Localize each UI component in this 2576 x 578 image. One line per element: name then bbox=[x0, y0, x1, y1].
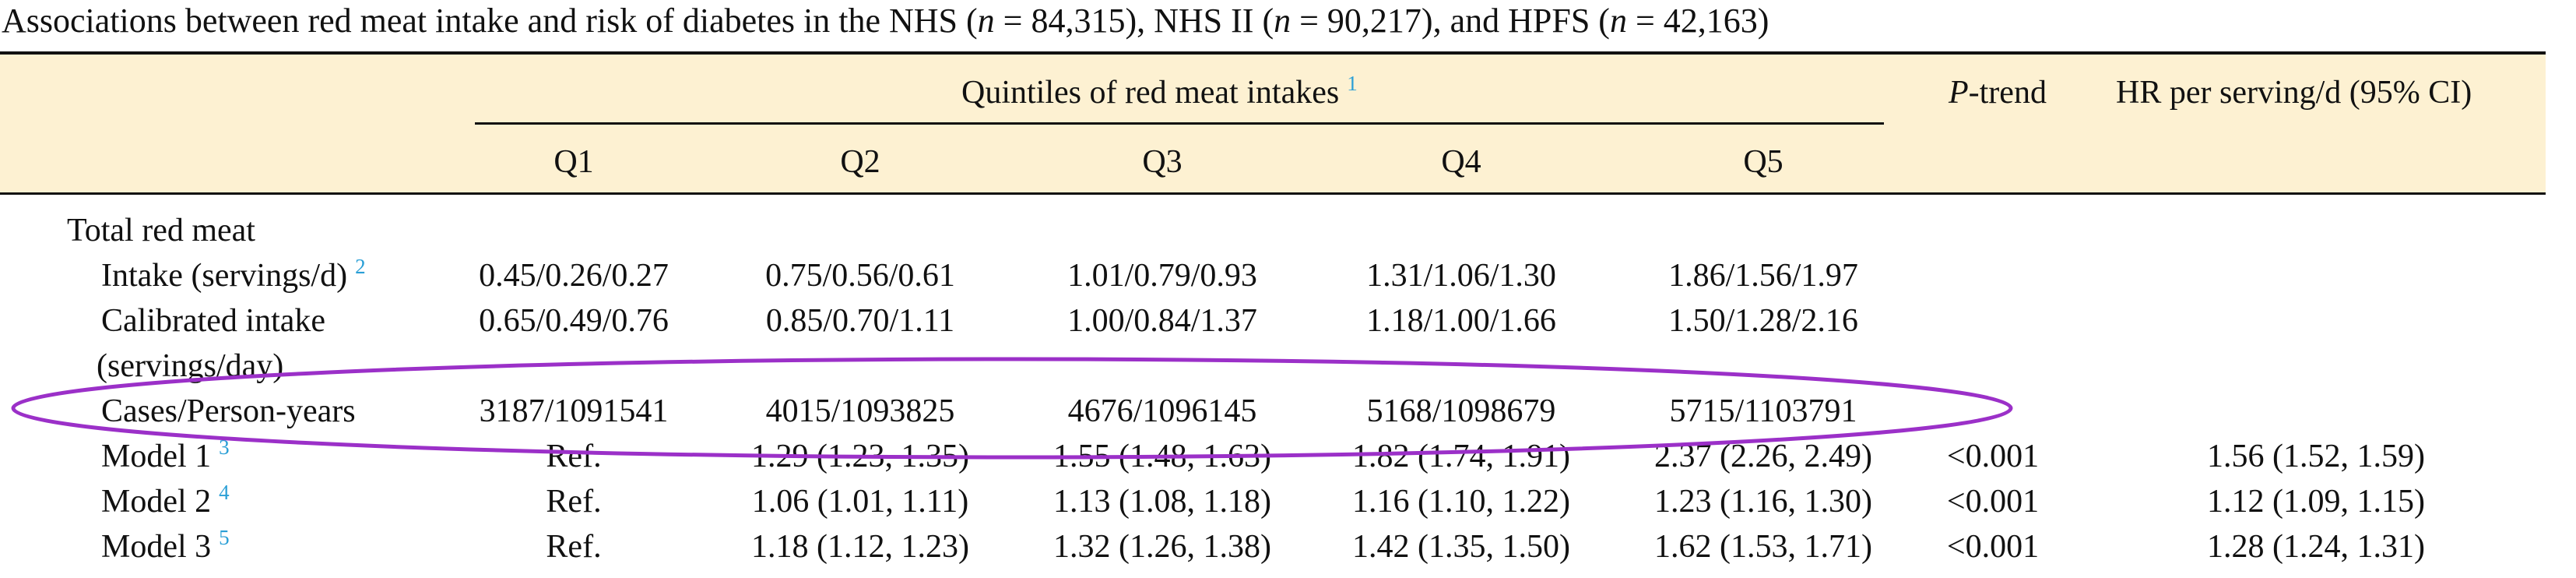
table-cell: 4015/1093825 bbox=[765, 393, 955, 429]
top-rule bbox=[0, 51, 2546, 55]
caption-n: n bbox=[1609, 2, 1627, 40]
quintile-header: Q3 bbox=[1142, 144, 1183, 180]
footnote-link[interactable]: 1 bbox=[1347, 72, 1358, 95]
table-cell: 1.16 (1.10, 1.22) bbox=[1352, 484, 1570, 520]
row-label-text: Model 2 bbox=[101, 484, 212, 520]
quintile-header: Q1 bbox=[554, 144, 594, 180]
table-cell: 0.45/0.26/0.27 bbox=[479, 258, 669, 294]
quintiles-group-header: Quintiles of red meat intakes 1 bbox=[961, 72, 1358, 115]
table-cell: 0.75/0.56/0.61 bbox=[765, 258, 955, 294]
ptrend-p: P bbox=[1949, 75, 1969, 111]
caption-n: n bbox=[1274, 2, 1292, 40]
table-cell: 1.18 (1.12, 1.23) bbox=[751, 529, 969, 565]
table-cell: 1.82 (1.74, 1.91) bbox=[1352, 439, 1570, 474]
table-cell: 1.01/0.79/0.93 bbox=[1067, 258, 1257, 294]
table-cell: 0.85/0.70/1.11 bbox=[765, 303, 955, 339]
group-header-label: Quintiles of red meat intakes bbox=[961, 75, 1340, 111]
table-cell: Ref. bbox=[546, 484, 602, 520]
footnote-link[interactable]: 3 bbox=[219, 435, 230, 459]
row-label: Model 2 4 bbox=[101, 481, 230, 525]
row-label: Cases/Person-years bbox=[101, 393, 356, 429]
table-caption: Associations between red meat intake and… bbox=[2, 0, 1769, 42]
caption-n: n bbox=[977, 2, 995, 40]
table-cell: 1.32 (1.26, 1.38) bbox=[1053, 529, 1271, 565]
table-cell: 3187/1091541 bbox=[479, 393, 669, 429]
footnote-link[interactable]: 5 bbox=[219, 526, 230, 549]
hr-cell: 1.12 (1.09, 1.15) bbox=[2207, 484, 2425, 520]
table-cell: 0.65/0.49/0.76 bbox=[479, 303, 669, 339]
row-label-text: Model 3 bbox=[101, 529, 212, 565]
row-label: Calibrated intake bbox=[101, 303, 326, 339]
ptrend-cell: <0.001 bbox=[1946, 439, 2040, 474]
section-label: Total red meat bbox=[67, 213, 255, 248]
ptrend-cell: <0.001 bbox=[1946, 484, 2040, 520]
table-cell: 1.13 (1.08, 1.18) bbox=[1053, 484, 1271, 520]
table-cell: 1.31/1.06/1.30 bbox=[1366, 258, 1556, 294]
caption-text: = 42,163) bbox=[1626, 2, 1769, 40]
footnote-link[interactable]: 2 bbox=[355, 255, 366, 278]
table-cell: Ref. bbox=[546, 439, 602, 474]
row-label: Model 3 5 bbox=[101, 526, 230, 570]
table-cell: 1.00/0.84/1.37 bbox=[1067, 303, 1257, 339]
table-cell: Ref. bbox=[546, 529, 602, 565]
row-label-text: Intake (servings/d) bbox=[101, 258, 348, 294]
quintile-header: Q4 bbox=[1441, 144, 1481, 180]
highlight-ellipse bbox=[11, 357, 2013, 460]
hr-cell: 1.56 (1.52, 1.59) bbox=[2207, 439, 2425, 474]
table-cell: 1.50/1.28/2.16 bbox=[1668, 303, 1858, 339]
quintile-header: Q5 bbox=[1743, 144, 1784, 180]
header-bottom-rule bbox=[0, 192, 2546, 195]
table-cell: 1.42 (1.35, 1.50) bbox=[1352, 529, 1570, 565]
table-cell: 1.62 (1.53, 1.71) bbox=[1654, 529, 1872, 565]
caption-text: Associations between red meat intake and… bbox=[2, 2, 978, 40]
table-cell: 5715/1103791 bbox=[1669, 393, 1857, 429]
quintile-header: Q2 bbox=[840, 144, 880, 180]
ptrend-rest: -trend bbox=[1968, 75, 2047, 111]
hr-header: HR per serving/d (95% CI) bbox=[2116, 75, 2472, 111]
caption-text: = 84,315), NHS II ( bbox=[994, 2, 1274, 40]
table-cell: 1.06 (1.01, 1.11) bbox=[751, 484, 969, 520]
table-cell: 1.86/1.56/1.97 bbox=[1668, 258, 1858, 294]
ptrend-cell: <0.001 bbox=[1946, 529, 2040, 565]
caption-text: = 90,217), and HPFS ( bbox=[1291, 2, 1610, 40]
table-cell: 1.18/1.00/1.66 bbox=[1366, 303, 1556, 339]
footnote-link[interactable]: 4 bbox=[219, 481, 230, 504]
ptrend-header: P-trend bbox=[1949, 73, 2047, 112]
group-underline bbox=[475, 122, 1884, 125]
table-cell: 5168/1098679 bbox=[1366, 393, 1556, 429]
table-cell: 1.23 (1.16, 1.30) bbox=[1654, 484, 1872, 520]
table-cell: 4676/1096145 bbox=[1067, 393, 1257, 429]
row-label-text: Model 1 bbox=[101, 439, 212, 474]
row-label: Model 1 3 bbox=[101, 435, 230, 480]
row-label: Intake (servings/d) 2 bbox=[101, 255, 366, 299]
hr-cell: 1.28 (1.24, 1.31) bbox=[2207, 529, 2425, 565]
